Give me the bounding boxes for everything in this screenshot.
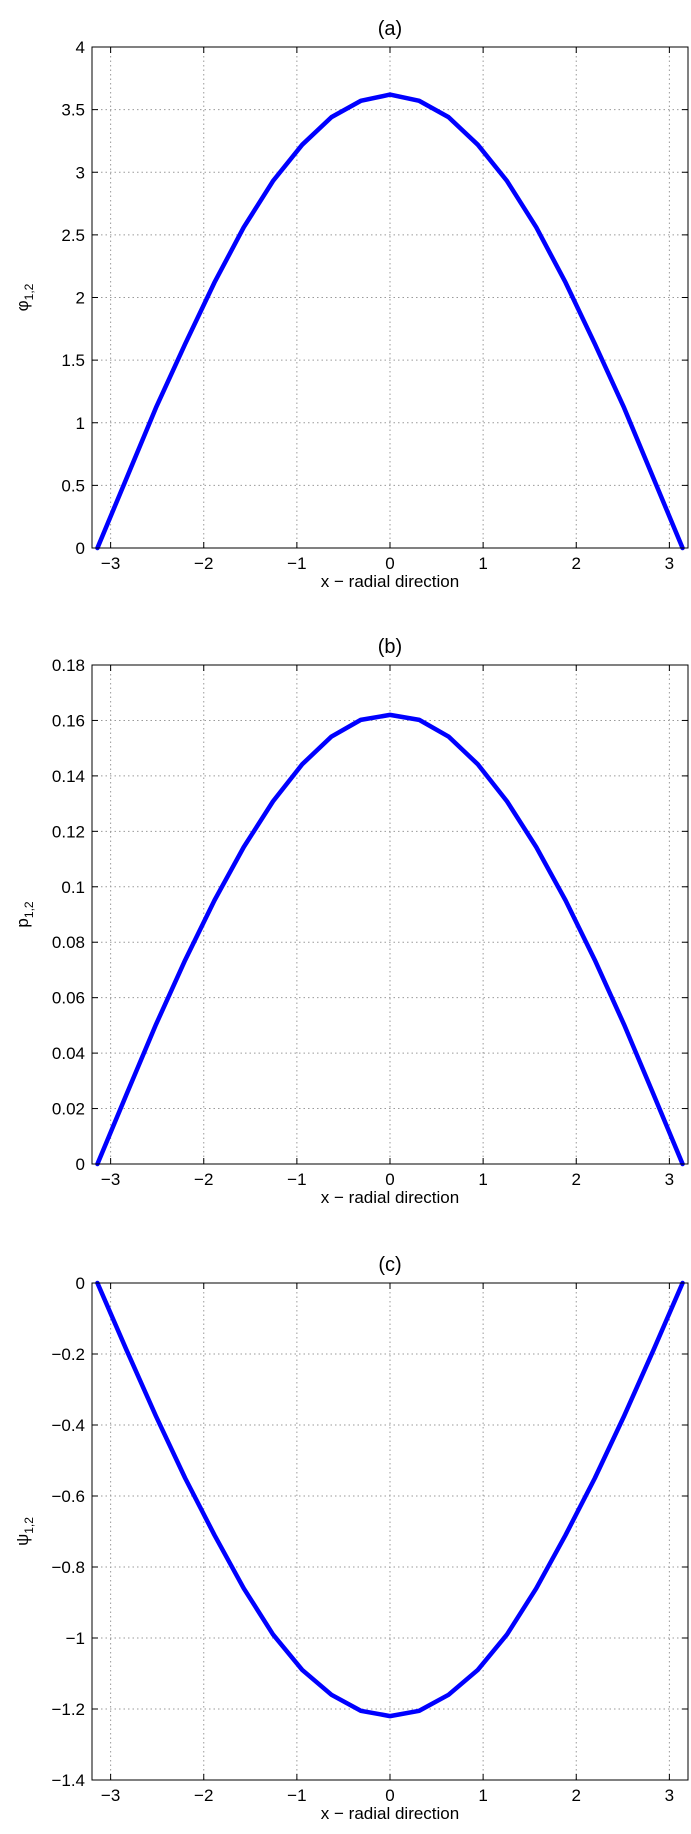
y-tick-label: 0.1 [61,878,85,897]
y-tick-label: 4 [76,38,85,57]
y-axis-label-subscript: 1,2 [22,283,36,300]
chart-title: (c) [378,1254,401,1276]
y-tick-label: 1.5 [61,351,85,370]
series-line [95,712,685,1167]
x-tick-label: 2 [572,554,581,573]
y-tick-label: 0.16 [52,711,85,730]
x-tick-label: −3 [101,1786,120,1805]
y-tick-label: 0 [76,1274,85,1293]
x-tick-label: −1 [287,1170,306,1189]
y-tick-label: 2 [76,289,85,308]
y-tick-label: 0.06 [52,989,85,1008]
series-line [95,1280,685,1719]
x-tick-label: −2 [194,554,213,573]
y-axis-label: φ1,2 [13,283,36,311]
y-tick-label: 0.18 [52,656,85,675]
chart-panel-3: −3 −2 −1 0 1 2 3 −1.4 −1.2 −1 −0.8 −0.6 −0.4 −0.2 0 (c)… [13,1254,689,1823]
y-tick-label: 0.12 [52,822,85,841]
y-axis-label: p1,2 [13,901,36,927]
y-axis-label-subscript: 1,2 [22,901,36,918]
x-tick-label: −3 [101,554,120,573]
y-tick-label: 0.08 [52,933,85,952]
y-axis-label-subscript: 1,2 [22,1517,36,1534]
x-tick-label: −2 [194,1170,213,1189]
y-tick-label: −1 [66,1629,85,1648]
y-tick-label: −0.2 [51,1345,85,1364]
x-tick-label: 0 [385,1786,394,1805]
chart-panel-2: −3 −2 −1 0 1 2 3 0 0.02 0.04 0.06 0.08 0.1 0.12 0.14 0.… [13,636,689,1207]
chart-title: (b) [378,636,402,658]
y-tick-label: −0.8 [51,1558,85,1577]
y-axis-label-main: p [13,918,32,927]
y-tick-label: −1.2 [51,1700,85,1719]
series-line [95,92,685,551]
y-axis-label: ψ1,2 [13,1517,36,1546]
x-tick-label: −1 [287,554,306,573]
x-tick-label: 3 [665,1170,674,1189]
chart-panel-1: −3 −2 −1 0 1 2 3 0 0.5 1 1.5 2 2.5 3 3.5 4 (a) x − radial… [13,18,689,591]
x-tick-label: 2 [572,1786,581,1805]
y-tick-label: 0.5 [61,476,85,495]
x-tick-label: −2 [194,1786,213,1805]
x-tick-label: 2 [572,1170,581,1189]
y-tick-label: 0 [76,539,85,558]
y-tick-label: 0.02 [52,1100,85,1119]
x-axis-label: x − radial direction [321,1188,459,1207]
x-tick-label: 3 [665,554,674,573]
y-tick-label: 0 [76,1155,85,1174]
y-axis-label-main: ψ [13,1534,32,1546]
y-tick-label: 1 [76,414,85,433]
y-tick-label: −0.4 [51,1416,85,1435]
y-tick-label: 3 [76,163,85,182]
x-axis-label: x − radial direction [321,1804,459,1823]
x-tick-label: 3 [665,1786,674,1805]
x-tick-label: −3 [101,1170,120,1189]
x-axis-label: x − radial direction [321,572,459,591]
x-tick-label: 1 [478,1786,487,1805]
y-tick-label: 2.5 [61,226,85,245]
x-tick-label: −1 [287,1786,306,1805]
y-tick-label: 0.04 [52,1044,85,1063]
x-tick-label: 1 [478,554,487,573]
y-tick-label: −0.6 [51,1487,85,1506]
y-tick-label: 3.5 [61,101,85,120]
y-tick-label: −1.4 [51,1771,85,1790]
x-tick-label: 1 [478,1170,487,1189]
x-tick-label: 0 [385,554,394,573]
y-axis-label-main: φ [13,300,32,311]
y-tick-label: 0.14 [52,767,85,786]
x-tick-label: 0 [385,1170,394,1189]
chart-title: (a) [378,18,402,40]
